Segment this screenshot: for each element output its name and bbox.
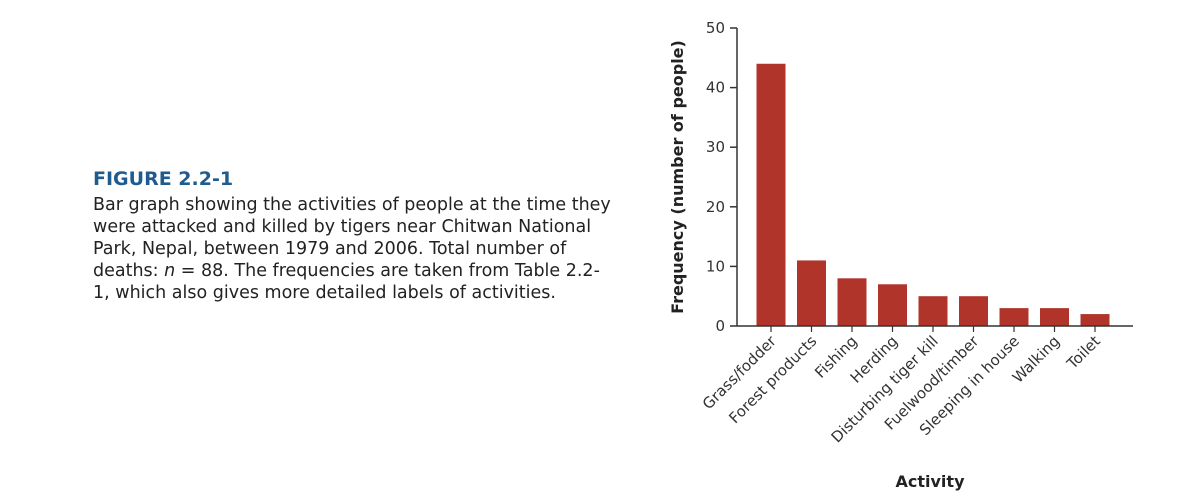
y-tick-label: 40 (706, 79, 725, 97)
x-axis-title: Activity (896, 472, 966, 491)
bar (999, 308, 1029, 326)
caption-text-1: Bar graph showing the activities of peop… (93, 195, 611, 281)
y-tick-label: 50 (706, 19, 725, 37)
bar (1040, 308, 1069, 326)
y-axis: 0 10 20 30 40 50 (706, 19, 738, 335)
bar (918, 296, 948, 326)
figure-description: Bar graph showing the activities of peop… (93, 194, 613, 304)
bar (837, 278, 867, 326)
bar (1080, 314, 1110, 326)
y-axis-title: Frequency (number of people) (668, 40, 687, 314)
y-tick-label: 0 (715, 317, 725, 335)
bar (756, 63, 786, 326)
y-tick-label: 30 (706, 138, 725, 156)
bar (797, 260, 826, 326)
figure-label: FIGURE 2.2-1 (93, 168, 234, 190)
bars-group (756, 63, 1110, 326)
bar (959, 296, 988, 326)
figure-caption: FIGURE 2.2-1 Bar graph showing the activ… (93, 168, 613, 304)
caption-text-2: = 88. The frequencies are taken from Tab… (93, 261, 600, 303)
n-symbol: n (164, 261, 176, 281)
x-tick-label: Toilet (1063, 332, 1104, 373)
y-tick-label: 20 (706, 198, 725, 216)
y-tick-label: 10 (706, 257, 725, 275)
bar (878, 284, 907, 326)
